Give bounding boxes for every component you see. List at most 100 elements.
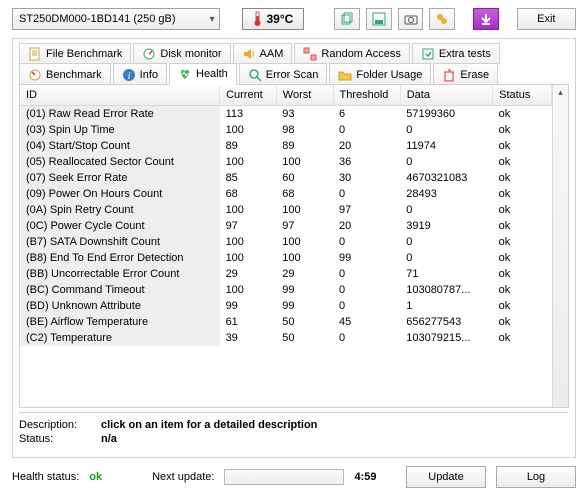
cell: 0 [333,282,400,298]
tab-erase[interactable]: Erase [433,63,498,85]
tab-label: Erase [460,69,489,81]
cell: 100 [220,234,277,250]
table-row[interactable]: (0A) Spin Retry Count100100970ok [20,202,552,218]
copy-button[interactable] [334,8,360,30]
cell: (07) Seek Error Rate [20,170,220,186]
table-row[interactable]: (B8) End To End Error Detection100100990… [20,250,552,266]
cell: 100 [220,250,277,266]
cell: 100 [220,282,277,298]
table-row[interactable]: (0C) Power Cycle Count9797203919ok [20,218,552,234]
next-update-timer: 4:59 [354,471,376,483]
scrollbar[interactable]: ▴ [552,85,568,407]
tab-file-benchmark[interactable]: File Benchmark [19,43,131,64]
tab-label: Disk monitor [160,48,221,60]
table-row[interactable]: (BE) Airflow Temperature615045656277543o… [20,314,552,330]
cell: 20 [333,138,400,154]
cell: ok [493,170,552,186]
exit-button[interactable]: Exit [517,8,576,30]
tab-folder-usage[interactable]: Folder Usage [329,63,431,85]
tab-label: Error Scan [266,69,319,81]
status-value: n/a [101,433,117,445]
log-button[interactable]: Log [496,466,576,488]
cell: (0C) Power Cycle Count [20,218,220,234]
health-icon [178,67,192,81]
cell: (03) Spin Up Time [20,122,220,138]
exit-label: Exit [537,13,555,25]
cell: 0 [400,122,492,138]
cell: 97 [220,218,277,234]
table-row[interactable]: (C2) Temperature39500103079215...ok [20,330,552,346]
update-label: Update [428,471,463,483]
temperature-box: 39°C [242,8,305,30]
chevron-down-icon: ▾ [210,14,215,25]
tabs-row-1: File Benchmark Disk monitor AAM Random Acce… [19,43,569,64]
cell: (0A) Spin Retry Count [20,202,220,218]
cell: (04) Start/Stop Count [20,138,220,154]
table-row[interactable]: (05) Reallocated Sector Count100100360ok [20,154,552,170]
cell: 113 [220,106,277,123]
table-row[interactable]: (09) Power On Hours Count6868028493ok [20,186,552,202]
col-status[interactable]: Status [493,85,552,106]
bottom-bar: Health status: ok Next update: 4:59 Upda… [12,466,576,488]
cell: 68 [220,186,277,202]
tab-error-scan[interactable]: Error Scan [239,63,328,85]
col-threshold[interactable]: Threshold [333,85,400,106]
status-label: Status: [19,433,89,445]
search-icon [248,68,262,82]
cell: 3919 [400,218,492,234]
folder-icon [338,68,352,82]
tab-benchmark[interactable]: Benchmark [19,63,111,85]
col-current[interactable]: Current [220,85,277,106]
cell: ok [493,250,552,266]
save-button[interactable] [366,8,392,30]
cell: 68 [276,186,333,202]
cell: (09) Power On Hours Count [20,186,220,202]
tab-health[interactable]: Health [169,63,237,85]
cell: 4670321083 [400,170,492,186]
description-label: Description: [19,419,89,431]
svg-text:i: i [127,71,130,82]
col-worst[interactable]: Worst [276,85,333,106]
cell: (B7) SATA Downshift Count [20,234,220,250]
table-row[interactable]: (BC) Command Timeout100990103080787...ok [20,282,552,298]
cell: 656277543 [400,314,492,330]
table-row[interactable]: (03) Spin Up Time1009800ok [20,122,552,138]
tab-extra-tests[interactable]: Extra tests [412,43,500,64]
tab-label: Info [140,69,158,81]
update-button[interactable]: Update [406,466,486,488]
cell: 0 [400,202,492,218]
table-row[interactable]: (07) Seek Error Rate8560304670321083ok [20,170,552,186]
tab-label: Benchmark [46,69,102,81]
table-row[interactable]: (01) Raw Read Error Rate11393657199360ok [20,106,552,123]
col-data[interactable]: Data [400,85,492,106]
cell: 99 [276,298,333,314]
table-row[interactable]: (B7) SATA Downshift Count10010000ok [20,234,552,250]
bench-icon [28,68,42,82]
tab-aam[interactable]: AAM [233,43,293,64]
screenshot-button[interactable] [398,8,424,30]
tab-label: AAM [260,48,284,60]
download-button[interactable] [473,8,499,30]
tab-info[interactable]: i Info [113,63,167,85]
cell: 0 [333,266,400,282]
cell: 100 [220,202,277,218]
cell: ok [493,298,552,314]
table-row[interactable]: (BD) Unknown Attribute999901ok [20,298,552,314]
cell: 60 [276,170,333,186]
col-id[interactable]: ID [20,85,220,106]
info-icon: i [122,68,136,82]
main-panel: File Benchmark Disk monitor AAM Random Acce… [12,38,576,458]
table-row[interactable]: (04) Start/Stop Count89892011974ok [20,138,552,154]
cell: 6 [333,106,400,123]
cell: 29 [220,266,277,282]
cell: 11974 [400,138,492,154]
settings-button[interactable] [429,8,455,30]
table-row[interactable]: (BB) Uncorrectable Error Count2929071ok [20,266,552,282]
tab-random-access[interactable]: Random Access [294,43,409,64]
tabs-row-2: Benchmark i Info Health Error Scan Folder Usa… [19,63,569,85]
tab-disk-monitor[interactable]: Disk monitor [133,43,230,64]
drive-select[interactable]: ST250DM000-1BD141 (250 gB) ▾ [12,8,220,30]
cell: ok [493,138,552,154]
cell: 0 [400,154,492,170]
cell: (BE) Airflow Temperature [20,314,220,330]
